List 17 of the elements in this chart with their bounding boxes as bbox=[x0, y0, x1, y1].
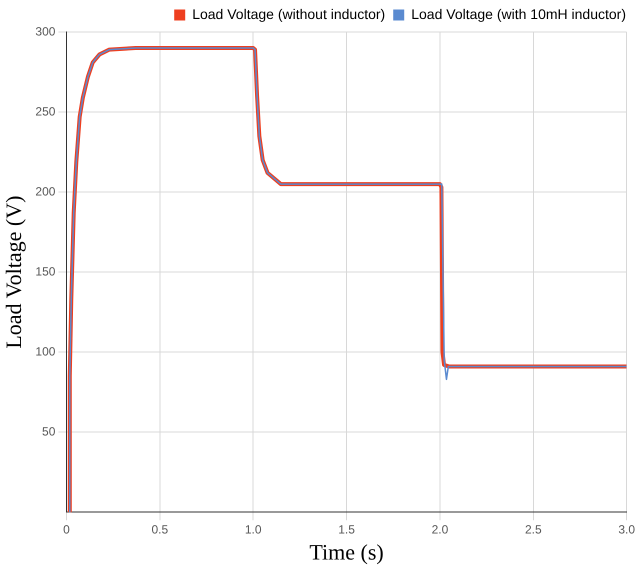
legend-label: Load Voltage (without inductor) bbox=[192, 6, 386, 22]
y-tick-label: 100 bbox=[35, 344, 56, 358]
x-tick-label: 3.0 bbox=[618, 522, 636, 537]
x-tick-label: 0 bbox=[63, 522, 70, 537]
x-tick-label: 2.0 bbox=[432, 522, 449, 537]
x-tick-label: 1.5 bbox=[338, 522, 356, 537]
y-tick-label: 250 bbox=[35, 104, 56, 118]
y-tick-label: 150 bbox=[35, 264, 56, 278]
x-axis-title: Time (s) bbox=[309, 540, 384, 565]
x-tick-label: 0.5 bbox=[151, 522, 168, 537]
x-tick-label: 2.5 bbox=[524, 522, 542, 537]
x-tick-label: 1.0 bbox=[244, 522, 262, 537]
y-tick-label: 300 bbox=[35, 24, 56, 38]
y-tick-label: 200 bbox=[35, 184, 56, 198]
legend-label: Load Voltage (with 10mH inductor) bbox=[411, 6, 626, 22]
y-axis-title: Load Voltage (V) bbox=[0, 196, 26, 349]
y-tick-label: 50 bbox=[42, 424, 56, 438]
